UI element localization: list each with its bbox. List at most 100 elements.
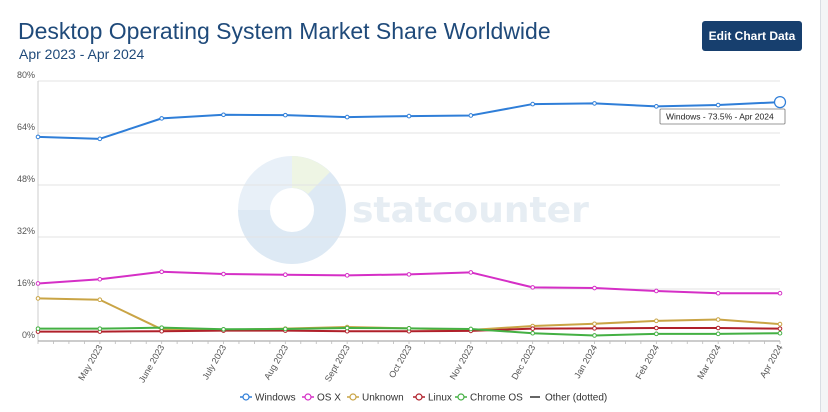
- data-point[interactable]: [344, 114, 350, 120]
- data-point[interactable]: [406, 113, 412, 119]
- data-point[interactable]: [715, 331, 721, 337]
- legend-item-os-x[interactable]: OS X: [302, 393, 341, 404]
- data-point[interactable]: [344, 325, 350, 331]
- tooltip-box: [659, 108, 786, 125]
- data-point[interactable]: [97, 297, 103, 303]
- legend-label: Unknown: [362, 393, 404, 404]
- data-point[interactable]: [654, 325, 659, 331]
- statcounter-watermark: statcounter: [238, 156, 589, 264]
- data-point[interactable]: [283, 272, 288, 278]
- data-point[interactable]: [283, 326, 288, 332]
- legend-label: Chrome OS: [470, 393, 523, 404]
- x-axis: May 2023 June 2023 July 2023 Aug 2023 Sept 2…: [37, 340, 785, 384]
- data-point[interactable]: [35, 134, 41, 140]
- data-point[interactable]: [777, 321, 783, 327]
- series-line-unknown[interactable]: [37, 297, 781, 331]
- y-tick-label: 32%: [17, 226, 35, 236]
- tooltip-text: Windows - 73.5% - Apr 2024: [666, 112, 774, 122]
- data-point[interactable]: [468, 270, 474, 275]
- data-point[interactable]: [97, 276, 103, 282]
- highlighted-data-point[interactable]: [773, 96, 787, 109]
- data-point[interactable]: [654, 318, 659, 324]
- data-point[interactable]: [283, 112, 288, 118]
- data-point[interactable]: [35, 281, 41, 286]
- x-tick-label: May 2023: [76, 343, 104, 382]
- legend-label: Other (dotted): [545, 393, 607, 404]
- tooltip: Windows - 73.5% - Apr 2024: [659, 108, 786, 125]
- data-point[interactable]: [715, 325, 721, 331]
- data-point[interactable]: [592, 285, 597, 291]
- legend-swatch-icon: [349, 393, 357, 401]
- data-point[interactable]: [654, 331, 659, 337]
- statcounter-watermark-text: statcounter: [352, 190, 589, 231]
- data-point[interactable]: [35, 296, 41, 301]
- y-tick-label: 0%: [22, 330, 35, 340]
- data-point[interactable]: [654, 288, 659, 294]
- x-tick-label: Sept 2023: [323, 343, 352, 384]
- legend-item-linux[interactable]: Linux: [413, 393, 452, 404]
- y-tick-label: 48%: [17, 174, 35, 184]
- x-tick-label: Nov 2023: [448, 343, 476, 381]
- data-point[interactable]: [159, 269, 164, 275]
- data-point[interactable]: [592, 326, 597, 331]
- legend-item-chrome-os[interactable]: Chrome OS: [455, 393, 523, 404]
- y-tick-label: 64%: [17, 122, 35, 132]
- data-point[interactable]: [654, 104, 659, 109]
- data-point[interactable]: [530, 330, 535, 336]
- data-point[interactable]: [715, 290, 721, 296]
- x-tick-label: Dec 2023: [509, 343, 537, 381]
- data-point[interactable]: [715, 102, 721, 108]
- legend-item-windows[interactable]: Windows: [240, 393, 296, 404]
- x-tick-label: Jan 2024: [572, 343, 599, 380]
- data-point[interactable]: [406, 272, 412, 277]
- data-point[interactable]: [777, 290, 783, 296]
- data-point[interactable]: [777, 330, 783, 336]
- data-point[interactable]: [159, 325, 164, 330]
- legend-label: Linux: [428, 393, 452, 404]
- data-point[interactable]: [344, 273, 350, 278]
- data-point[interactable]: [97, 136, 103, 142]
- legend-label: OS X: [317, 393, 341, 404]
- statcounter-logo-icon: [238, 156, 346, 264]
- date-range-subtitle: Apr 2023 - Apr 2024: [19, 46, 145, 62]
- x-tick-label: Oct 2023: [387, 343, 414, 380]
- data-point[interactable]: [530, 101, 535, 107]
- data-point[interactable]: [406, 326, 412, 331]
- y-tick-label: 16%: [17, 278, 35, 288]
- legend-swatch-icon: [304, 393, 312, 401]
- legend-item-unknown[interactable]: Unknown: [347, 393, 404, 404]
- data-point[interactable]: [468, 326, 474, 332]
- data-point[interactable]: [530, 285, 535, 290]
- legend-item-other-dotted[interactable]: Other (dotted): [530, 393, 607, 404]
- data-point[interactable]: [530, 326, 535, 331]
- series-lines: [35, 96, 787, 338]
- page-title: Desktop Operating System Market Share Wo…: [18, 18, 551, 44]
- legend-swatch-icon: [457, 393, 465, 401]
- edit-chart-data-button[interactable]: Edit Chart Data: [702, 21, 802, 51]
- x-tick-label: Mar 2024: [695, 343, 723, 381]
- x-tick-label: June 2023: [137, 343, 167, 384]
- data-point[interactable]: [159, 328, 164, 334]
- x-tick-label: Aug 2023: [262, 343, 290, 381]
- data-point[interactable]: [221, 112, 226, 118]
- y-tick-label: 80%: [17, 70, 35, 80]
- data-point[interactable]: [777, 326, 783, 331]
- data-point[interactable]: [592, 321, 597, 327]
- data-point[interactable]: [715, 317, 721, 322]
- data-point[interactable]: [221, 271, 226, 277]
- data-point[interactable]: [468, 113, 474, 118]
- x-tick-label: Apr 2024: [758, 343, 785, 380]
- data-point[interactable]: [35, 326, 41, 331]
- legend-swatch-icon: [415, 393, 423, 401]
- y-axis: 0% 16% 32% 48% 64% 80%: [17, 70, 39, 341]
- data-point[interactable]: [592, 101, 597, 106]
- data-point[interactable]: [97, 326, 103, 331]
- data-point[interactable]: [221, 327, 226, 332]
- legend-swatch-icon: [242, 393, 250, 401]
- data-point[interactable]: [159, 116, 164, 121]
- x-tick-label: Feb 2024: [633, 343, 661, 381]
- data-point[interactable]: [592, 333, 597, 338]
- legend: Windows OS X Unknown Linux Chrome OS Other (d…: [240, 393, 607, 404]
